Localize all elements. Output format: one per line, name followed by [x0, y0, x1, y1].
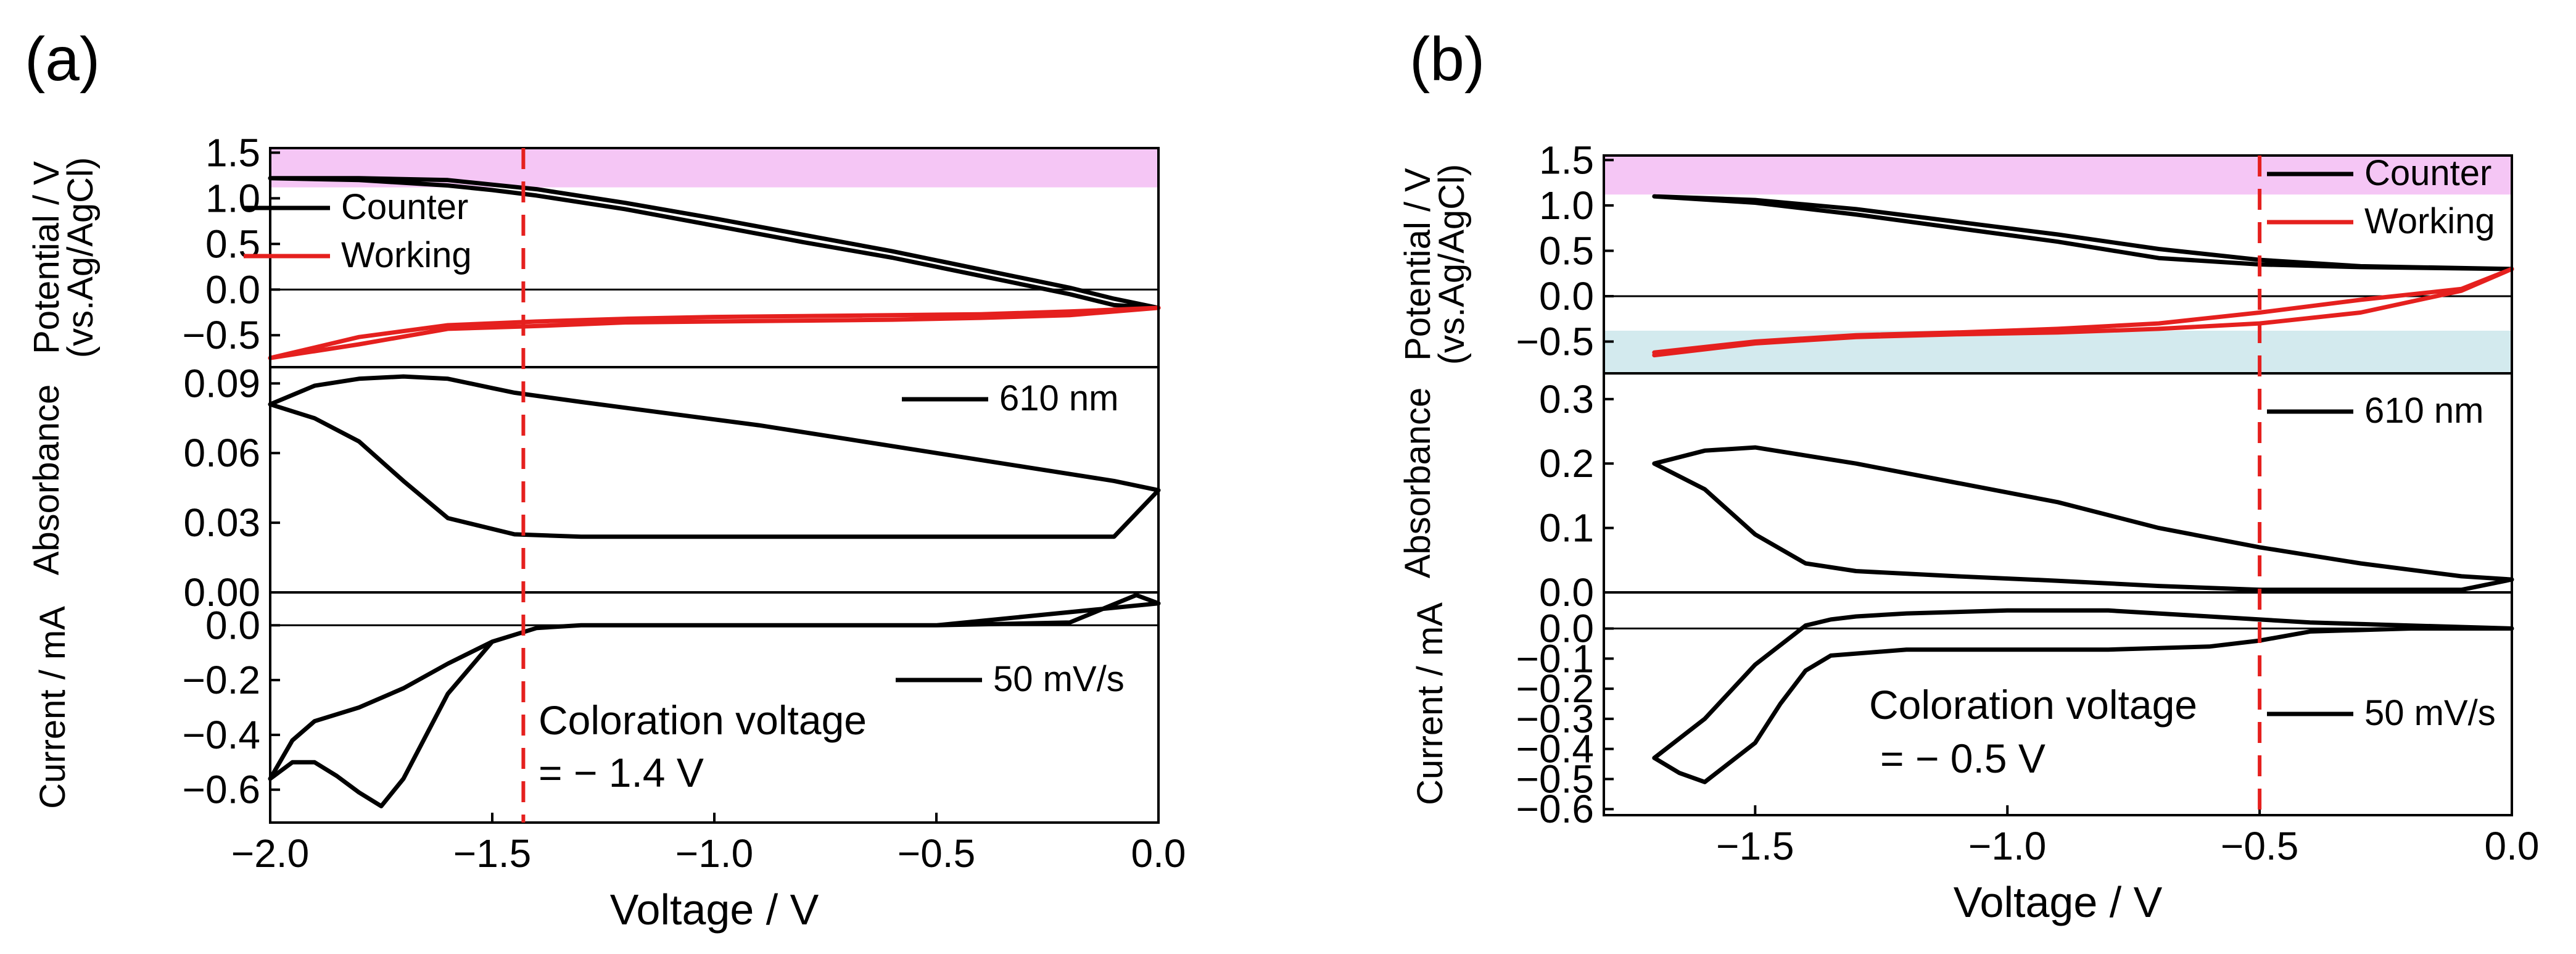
- panel-a-annotation-line1: Coloration voltage: [539, 697, 867, 743]
- y-tick-label: −0.5: [183, 313, 260, 357]
- x-tick-label: −0.5: [898, 831, 975, 876]
- y-tick-label: 0.5: [1539, 228, 1594, 273]
- y-tick-label: 0.3: [1539, 377, 1594, 421]
- y-tick-label: 0.06: [183, 431, 260, 475]
- y-tick-label: 0.2: [1539, 441, 1594, 486]
- panel-b-potential-subplot: 1.51.00.50.0−0.5 Potential / V(vs.Ag/AgCl…: [1398, 138, 2514, 375]
- panel-a-xlabel: Voltage / V: [610, 886, 819, 934]
- panel-a-potential-subplot: 1.51.00.50.0−0.5 Potential / V(vs.Ag/AgCl…: [27, 130, 1161, 368]
- panel-b-absorbance-ylabel: Absorbance: [1398, 388, 1438, 579]
- y-tick-label: 0.5: [205, 222, 260, 266]
- panel-b-current-ylabel: Current / mA: [1410, 602, 1450, 805]
- x-tick-label: −2.0: [231, 831, 309, 876]
- legend-label-working: Working: [2364, 201, 2495, 241]
- panel-b-xlabel: Voltage / V: [1954, 878, 2163, 926]
- panel-b-absorbance-subplot: 0.3 0.2 0.1 0.0 Absorbance 610 nm: [1398, 372, 2514, 615]
- legend-label-50-mv-s: 50 mV/s: [2364, 693, 2496, 733]
- y-tick-label: 1.0: [205, 176, 260, 220]
- y-tick-label: 1.0: [1539, 183, 1594, 228]
- x-tick-label: −1.0: [675, 831, 753, 876]
- y-tick-label: 0.0: [1539, 274, 1594, 318]
- y-tick-label: −0.2: [1516, 666, 1594, 711]
- panel-b-potential-band-2: [1604, 330, 2512, 373]
- panel-a-current-ylabel: Current / mA: [33, 606, 73, 809]
- y-tick-label: −0.6: [183, 768, 260, 812]
- x-tick-label: −1.5: [453, 831, 531, 876]
- y-tick-label: −0.4: [1516, 727, 1594, 771]
- panel-a-potential-ylabel-2: (vs.Ag/AgCl): [60, 157, 101, 359]
- panel-b-potential-ylabel: Potential / V: [1398, 168, 1438, 361]
- y-tick-label: −0.4: [183, 713, 260, 757]
- panel-a-current-subplot: 0.0 −0.2 −0.4 −0.6 Current / mA 50 mV/s −2.0 −1…: [33, 591, 1186, 934]
- x-tick-label: −1.5: [1716, 824, 1794, 868]
- legend-label-610-nm: 610 nm: [2364, 391, 2483, 431]
- legend-label-counter: Counter: [2364, 153, 2491, 193]
- y-tick-label: 0.09: [183, 361, 260, 405]
- y-tick-label: −0.5: [1516, 757, 1594, 801]
- panel-b-annotation-line1: Coloration voltage: [1869, 682, 2197, 728]
- y-tick-label: 0.0: [1539, 607, 1594, 651]
- panel-a-current-series-50-mv-s: [268, 592, 1161, 808]
- panel-b-current-series-50-mv-s: [1652, 608, 2514, 784]
- y-tick-label: 1.5: [1539, 138, 1594, 182]
- y-tick-label: −0.3: [1516, 697, 1594, 741]
- y-tick-label: −0.5: [1516, 320, 1594, 364]
- y-tick-label: 0.00: [183, 570, 260, 615]
- y-tick-label: −0.1: [1516, 636, 1594, 681]
- y-tick-label: 0.0: [1539, 570, 1594, 615]
- y-tick-label: 0.03: [183, 500, 260, 545]
- y-tick-label: 0.0: [205, 603, 260, 647]
- panel-a-potential-series-working: [268, 305, 1161, 360]
- legend-label-working: Working: [341, 235, 472, 275]
- panel-a-annotation-line2: = − 1.4 V: [539, 750, 704, 795]
- legend-label-610-nm: 610 nm: [999, 378, 1118, 418]
- panel-b-absorbance-series-610-nm: [1652, 445, 2514, 592]
- panel-b-current-frame: [1603, 591, 2513, 816]
- x-tick-label: −0.5: [2221, 824, 2298, 868]
- y-tick-label: 1.5: [205, 130, 260, 175]
- panel-a-absorbance-ylabel: Absorbance: [27, 384, 67, 576]
- x-tick-label: 0.0: [1131, 831, 1186, 876]
- y-tick-label: 0.1: [1539, 506, 1594, 550]
- x-tick-label: 0.0: [2485, 824, 2540, 868]
- panel-a-potential-ylabel: Potential / V: [27, 161, 67, 354]
- panel-b-potential-band-1: [1604, 156, 2512, 195]
- panel-b-label: (b): [1410, 25, 1485, 94]
- panel-b-annotation-line2: = − 0.5 V: [1880, 736, 2046, 781]
- legend-label-50-mv-s: 50 mV/s: [993, 659, 1125, 699]
- x-tick-label: −1.0: [1968, 824, 2046, 868]
- panel-a-absorbance-series-610-nm: [268, 374, 1161, 539]
- panel-a-absorbance-subplot: 0.09 0.06 0.03 0.00 Absorbance 610 nm: [27, 361, 1161, 615]
- y-tick-label: 0.0: [205, 267, 260, 312]
- panel-b-potential-ylabel-2: (vs.Ag/AgCl): [1432, 164, 1472, 365]
- panel-a-label: (a): [25, 25, 100, 94]
- legend-label-counter: Counter: [341, 187, 468, 227]
- y-tick-label: −0.6: [1516, 787, 1594, 831]
- y-tick-label: −0.2: [183, 658, 260, 702]
